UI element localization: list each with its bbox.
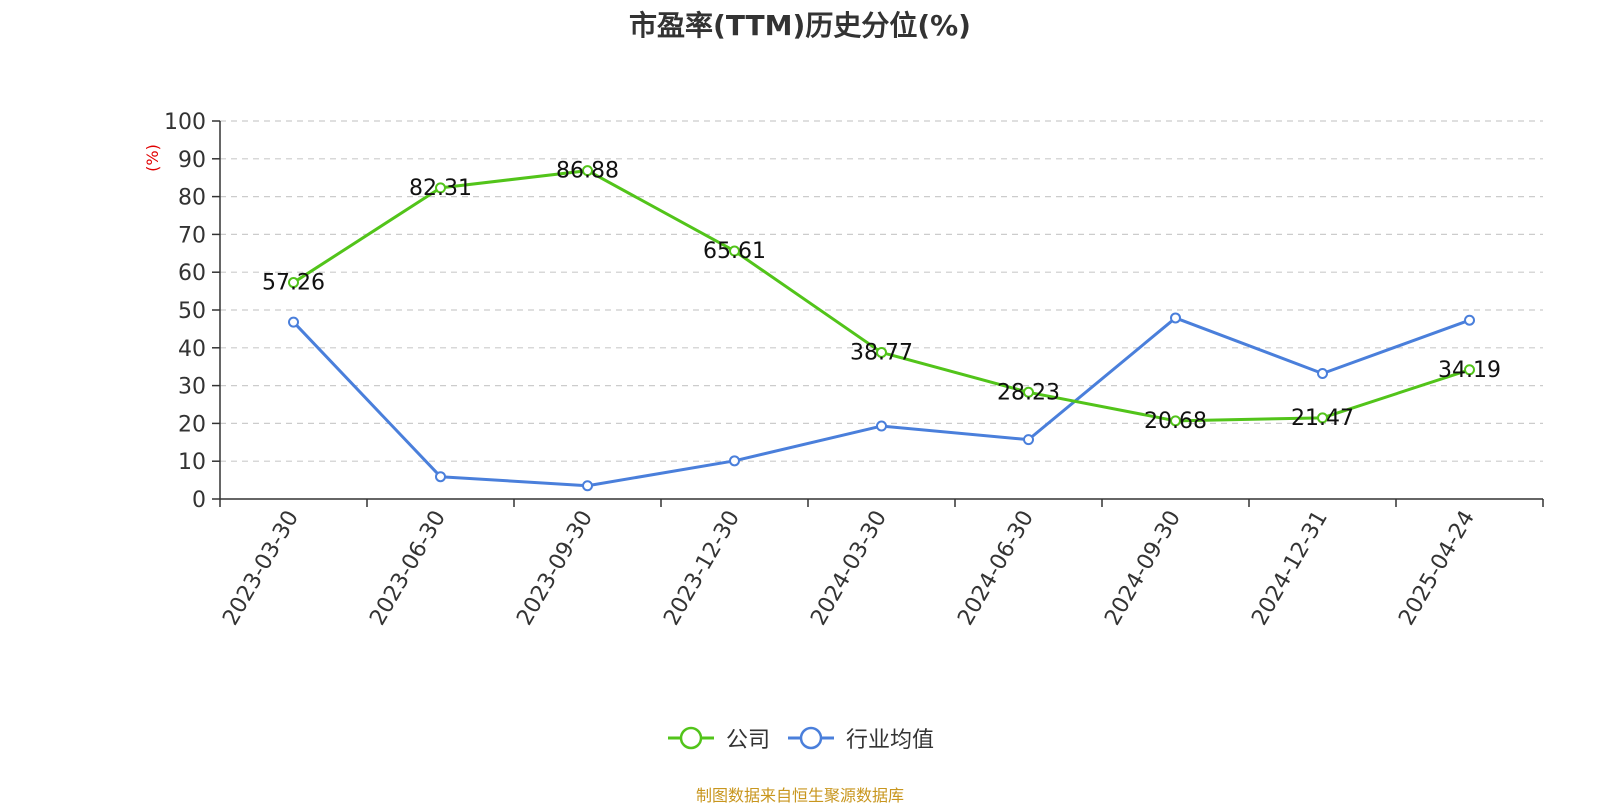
x-tick-label: 2023-12-30	[659, 507, 745, 630]
y-tick-label: 90	[178, 148, 206, 173]
data-point	[1464, 314, 1475, 326]
x-tick-label: 2023-06-30	[365, 507, 451, 630]
chart-title: 市盈率(TTM)历史分位(%)	[629, 9, 971, 42]
data-label: 38.77	[850, 340, 913, 365]
legend-item[interactable]: 公司	[666, 722, 770, 754]
data-point	[876, 420, 887, 432]
data-label: 28.23	[997, 380, 1060, 405]
legend-item[interactable]: 行业均值	[786, 722, 934, 754]
data-point	[1023, 434, 1034, 446]
y-axis-label: (%)	[143, 144, 162, 172]
x-tick-label: 2024-03-30	[806, 507, 892, 630]
data-point	[1023, 386, 1034, 398]
legend-label: 公司	[725, 728, 770, 753]
legend-swatch-icon	[667, 726, 714, 750]
data-label: 20.68	[1144, 409, 1207, 434]
data-point	[1464, 364, 1475, 376]
y-tick-label: 80	[178, 186, 206, 211]
y-tick-label: 20	[178, 412, 206, 437]
data-point	[1317, 368, 1328, 380]
x-tick-label: 2025-04-24	[1394, 507, 1480, 630]
y-tick-label: 100	[164, 110, 206, 135]
y-tick-label: 40	[178, 337, 206, 362]
data-point	[288, 316, 299, 328]
y-tick-label: 50	[178, 299, 206, 324]
data-point	[435, 182, 446, 194]
source-note: 制图数据来自恒生聚源数据库	[695, 786, 904, 805]
data-point	[876, 346, 887, 358]
data-label: 21.47	[1291, 406, 1354, 431]
legend-swatch-icon	[788, 726, 834, 750]
y-tick-label: 30	[178, 375, 206, 400]
x-tick-label: 2024-09-30	[1100, 507, 1186, 630]
series	[288, 165, 1475, 492]
x-tick-label: 2024-06-30	[953, 507, 1039, 630]
y-tick-label: 60	[178, 261, 206, 286]
data-label: 34.19	[1438, 358, 1501, 383]
data-point	[1170, 312, 1181, 324]
y-tick-label: 0	[192, 488, 206, 513]
data-label: 57.26	[262, 271, 325, 296]
data-label: 86.88	[556, 159, 619, 184]
data-point	[582, 165, 593, 177]
data-point	[435, 471, 446, 483]
data-point	[582, 480, 593, 492]
y-tick-label: 70	[178, 223, 206, 248]
x-tick-label: 2023-09-30	[512, 507, 598, 630]
legend-label: 行业均值	[846, 728, 935, 753]
data-labels: 57.26 82.31 86.88 65.61 38.77 28.23 20.68 21.47…	[262, 159, 1501, 434]
data-point	[288, 277, 299, 289]
data-label: 82.31	[409, 176, 472, 201]
x-tick-label: 2024-12-31	[1247, 507, 1333, 630]
data-point	[729, 455, 740, 467]
data-point	[1170, 415, 1181, 427]
legend: 公司 行业均值	[0, 722, 1600, 754]
x-tick-label: 2023-03-30	[218, 507, 304, 630]
data-point	[1317, 412, 1328, 424]
data-label: 65.61	[703, 239, 766, 264]
legend-marker	[679, 726, 703, 750]
data-point	[729, 245, 740, 257]
series-line-0	[292, 169, 1470, 423]
legend-marker	[799, 726, 823, 750]
y-tick-label: 10	[178, 450, 206, 475]
